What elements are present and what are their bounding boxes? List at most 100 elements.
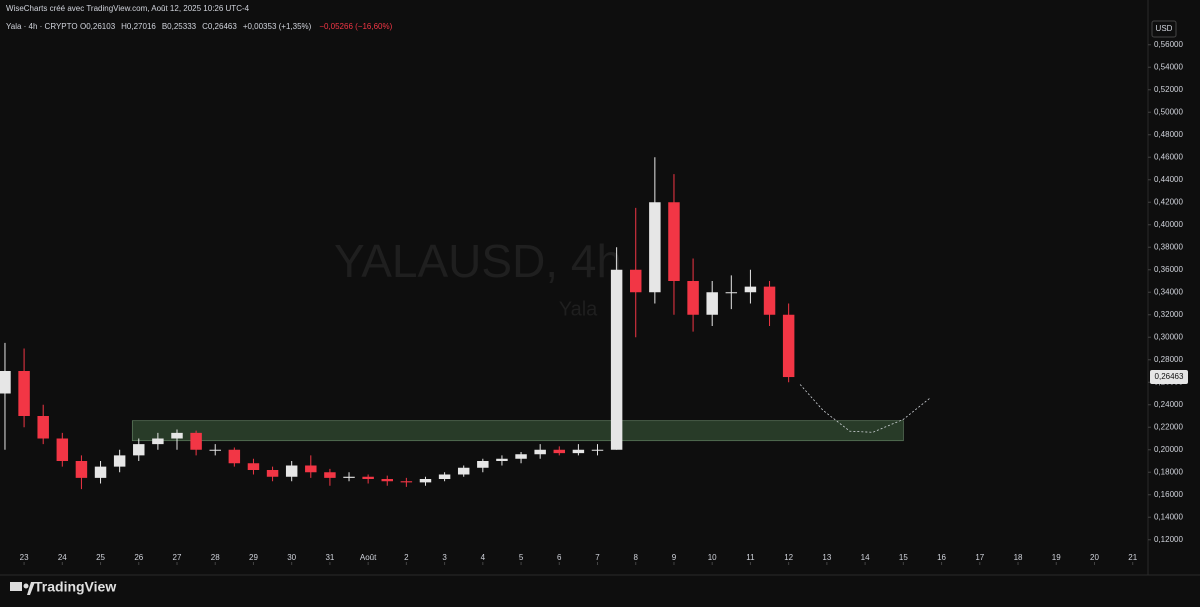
y-tick-label: 0,48000: [1154, 130, 1183, 139]
candle-body: [0, 371, 11, 394]
brand-logo: [10, 582, 35, 595]
y-tick-label: 0,30000: [1154, 332, 1183, 341]
x-tick-label: 8: [634, 553, 639, 562]
candle-body: [18, 371, 30, 416]
y-tick-label: 0,46000: [1154, 152, 1183, 161]
x-tick-label: 6: [557, 553, 562, 562]
candle-body: [285, 465, 298, 477]
ohlc-value: O0,26103: [80, 22, 116, 31]
candle-body: [362, 476, 374, 479]
watermark-sub: Yala: [559, 298, 598, 320]
x-tick-label: 16: [937, 553, 946, 562]
currency: USD: [1156, 24, 1173, 33]
candle-body: [591, 449, 604, 451]
x-tick-label: 11: [746, 553, 755, 562]
x-tick-label: 17: [975, 553, 984, 562]
candle-body: [572, 449, 585, 454]
y-tick-label: 0,34000: [1154, 287, 1183, 296]
candle-body: [324, 472, 336, 478]
candle-body: [534, 449, 546, 455]
price-tag-label: 0,26463: [1155, 372, 1184, 381]
candle-body: [266, 470, 279, 477]
x-tick-label: Août: [360, 553, 377, 562]
x-tick-label: 24: [58, 553, 67, 562]
y-tick-label: 0,12000: [1154, 535, 1183, 544]
candle-body: [457, 467, 470, 475]
candle-body: [113, 455, 126, 467]
candle-body: [610, 269, 623, 450]
candle-body: [37, 416, 49, 439]
candle-body: [343, 476, 355, 478]
x-tick-label: 28: [211, 553, 220, 562]
brand: TradingView: [34, 579, 116, 595]
x-tick-label: 29: [249, 553, 258, 562]
y-tick-label: 0,36000: [1154, 265, 1183, 274]
y-tick-label: 0,52000: [1154, 85, 1183, 94]
currency-box: [1151, 20, 1177, 38]
ohlc-value: B0,25333: [162, 22, 197, 31]
candle-body: [668, 202, 680, 281]
y-tick-label: 0,38000: [1154, 242, 1183, 251]
x-tick-label: 3: [442, 553, 447, 562]
ohlc-value: +0,00353 (+1,35%): [243, 22, 312, 31]
candle-body: [553, 449, 566, 454]
watermark: YALAUSD, 4h: [334, 235, 622, 287]
candle-body: [133, 444, 145, 456]
candle-body: [400, 481, 413, 483]
y-tick-label: 0,28000: [1154, 355, 1183, 364]
candle-body: [228, 449, 241, 464]
candle-body: [782, 314, 795, 378]
credit: WiseCharts créé avec TradingView.com, Ao…: [6, 4, 250, 13]
y-tick-label: 0,14000: [1154, 512, 1183, 521]
candle-body: [56, 438, 69, 461]
candle-body: [438, 474, 451, 479]
y-tick-label: 0,40000: [1154, 220, 1183, 229]
candle-body: [209, 449, 221, 451]
candle-body: [152, 438, 164, 445]
support-zone: [131, 420, 904, 442]
candle-body: [706, 292, 718, 315]
y-tick-label: 0,42000: [1154, 197, 1183, 206]
x-tick-label: 4: [481, 553, 486, 562]
x-tick-label: 26: [134, 553, 143, 562]
candle-body: [477, 461, 489, 468]
y-tick-label: 0,32000: [1154, 310, 1183, 319]
y-tick-label: 0,16000: [1154, 490, 1183, 499]
x-tick-label: 20: [1090, 553, 1099, 562]
y-tick-label: 0,24000: [1154, 400, 1183, 409]
candle-body: [305, 465, 317, 473]
x-tick-label: 25: [96, 553, 105, 562]
x-tick-label: 31: [325, 553, 334, 562]
y-tick-label: 0,18000: [1154, 467, 1183, 476]
x-tick-label: 19: [1052, 553, 1061, 562]
candle-body: [247, 463, 260, 470]
x-tick-label: 2: [404, 553, 409, 562]
change: −0,05266 (−16,60%): [319, 22, 392, 31]
ohlc-readout: O0,26103 H0,27016 B0,25333 C0,26463 +0,00353…: [80, 22, 312, 31]
candle-body: [744, 286, 757, 293]
x-tick-label: 21: [1128, 553, 1137, 562]
ohlc-value: H0,27016: [121, 22, 156, 31]
candle-body: [190, 432, 202, 450]
y-tick-label: 0,22000: [1154, 422, 1183, 431]
x-tick-label: 13: [822, 553, 831, 562]
x-tick-label: 5: [519, 553, 524, 562]
y-tick-label: 0,50000: [1154, 107, 1183, 116]
x-tick-label: 30: [287, 553, 296, 562]
x-tick-label: 15: [899, 553, 908, 562]
symbol: Yala · 4h · CRYPTO: [6, 22, 78, 31]
candle-body: [419, 479, 432, 483]
y-tick-label: 0,54000: [1154, 62, 1183, 71]
candle-body: [515, 454, 527, 459]
x-tick-label: 12: [784, 553, 793, 562]
x-tick-label: 27: [173, 553, 182, 562]
projection: [799, 384, 931, 433]
ohlc-value: C0,26463: [202, 22, 237, 31]
candle-body: [649, 202, 661, 293]
y-tick-label: 0,44000: [1154, 175, 1183, 184]
candle-body: [171, 432, 183, 439]
candle-body: [94, 466, 107, 478]
candle-body: [381, 479, 393, 482]
